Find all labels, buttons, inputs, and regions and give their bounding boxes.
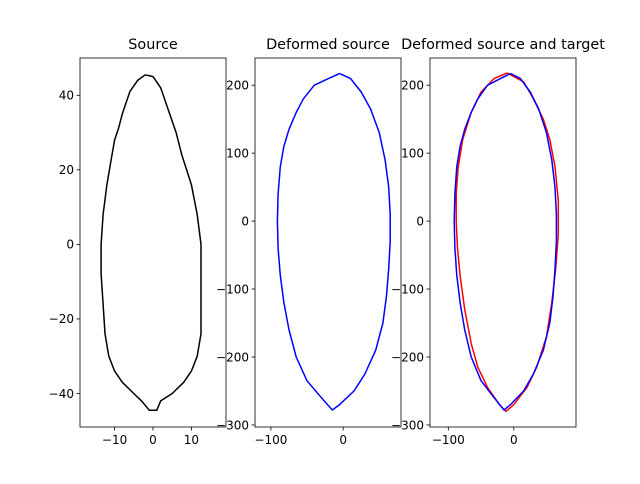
x-tick-label: 0: [339, 433, 347, 447]
y-tick-label: 200: [226, 78, 249, 92]
axes-frame: [429, 57, 577, 428]
subplot-title: Source: [128, 37, 178, 53]
subplot-title: Deformed source: [266, 37, 390, 53]
series-line-2: [453, 72, 558, 411]
y-tick-label: 0: [416, 214, 424, 228]
subplot-3: −100 0 −300 −200 −100 0 100 200 Deformed source …: [391, 37, 605, 447]
y-tick-label: −40: [49, 387, 74, 401]
y-tick-label: 100: [401, 146, 424, 160]
y-tick-label: −100: [216, 282, 249, 296]
subplot-1: −10 0 10 −40 −20 0 20 40 Source: [49, 37, 227, 447]
y-tick-label: −300: [216, 418, 249, 432]
axes-frame: [254, 57, 402, 428]
subplot-title: Deformed source and target: [401, 37, 605, 53]
x-tick-label: 10: [184, 433, 199, 447]
series-line-1: [276, 72, 391, 411]
x-tick-label: 0: [510, 433, 518, 447]
x-tick-label: 0: [149, 433, 157, 447]
y-tick-label: 0: [66, 238, 74, 252]
x-tick-label: −100: [432, 433, 465, 447]
subplot-2: −100 0 −300 −200 −100 0 100 200 Deformed source: [216, 37, 402, 447]
x-tick-label: −10: [102, 433, 127, 447]
y-tick-label: 0: [241, 214, 249, 228]
y-tick-label: 200: [401, 78, 424, 92]
y-tick-label: 40: [59, 89, 74, 103]
y-tick-label: −300: [391, 418, 424, 432]
y-tick-label: −200: [391, 350, 424, 364]
y-tick-label: −100: [391, 282, 424, 296]
x-tick-label: −100: [254, 433, 287, 447]
y-tick-label: 100: [226, 146, 249, 160]
series-line-1: [100, 74, 202, 411]
y-tick-label: 20: [59, 163, 74, 177]
y-tick-label: −20: [49, 312, 74, 326]
y-tick-label: −200: [216, 350, 249, 364]
